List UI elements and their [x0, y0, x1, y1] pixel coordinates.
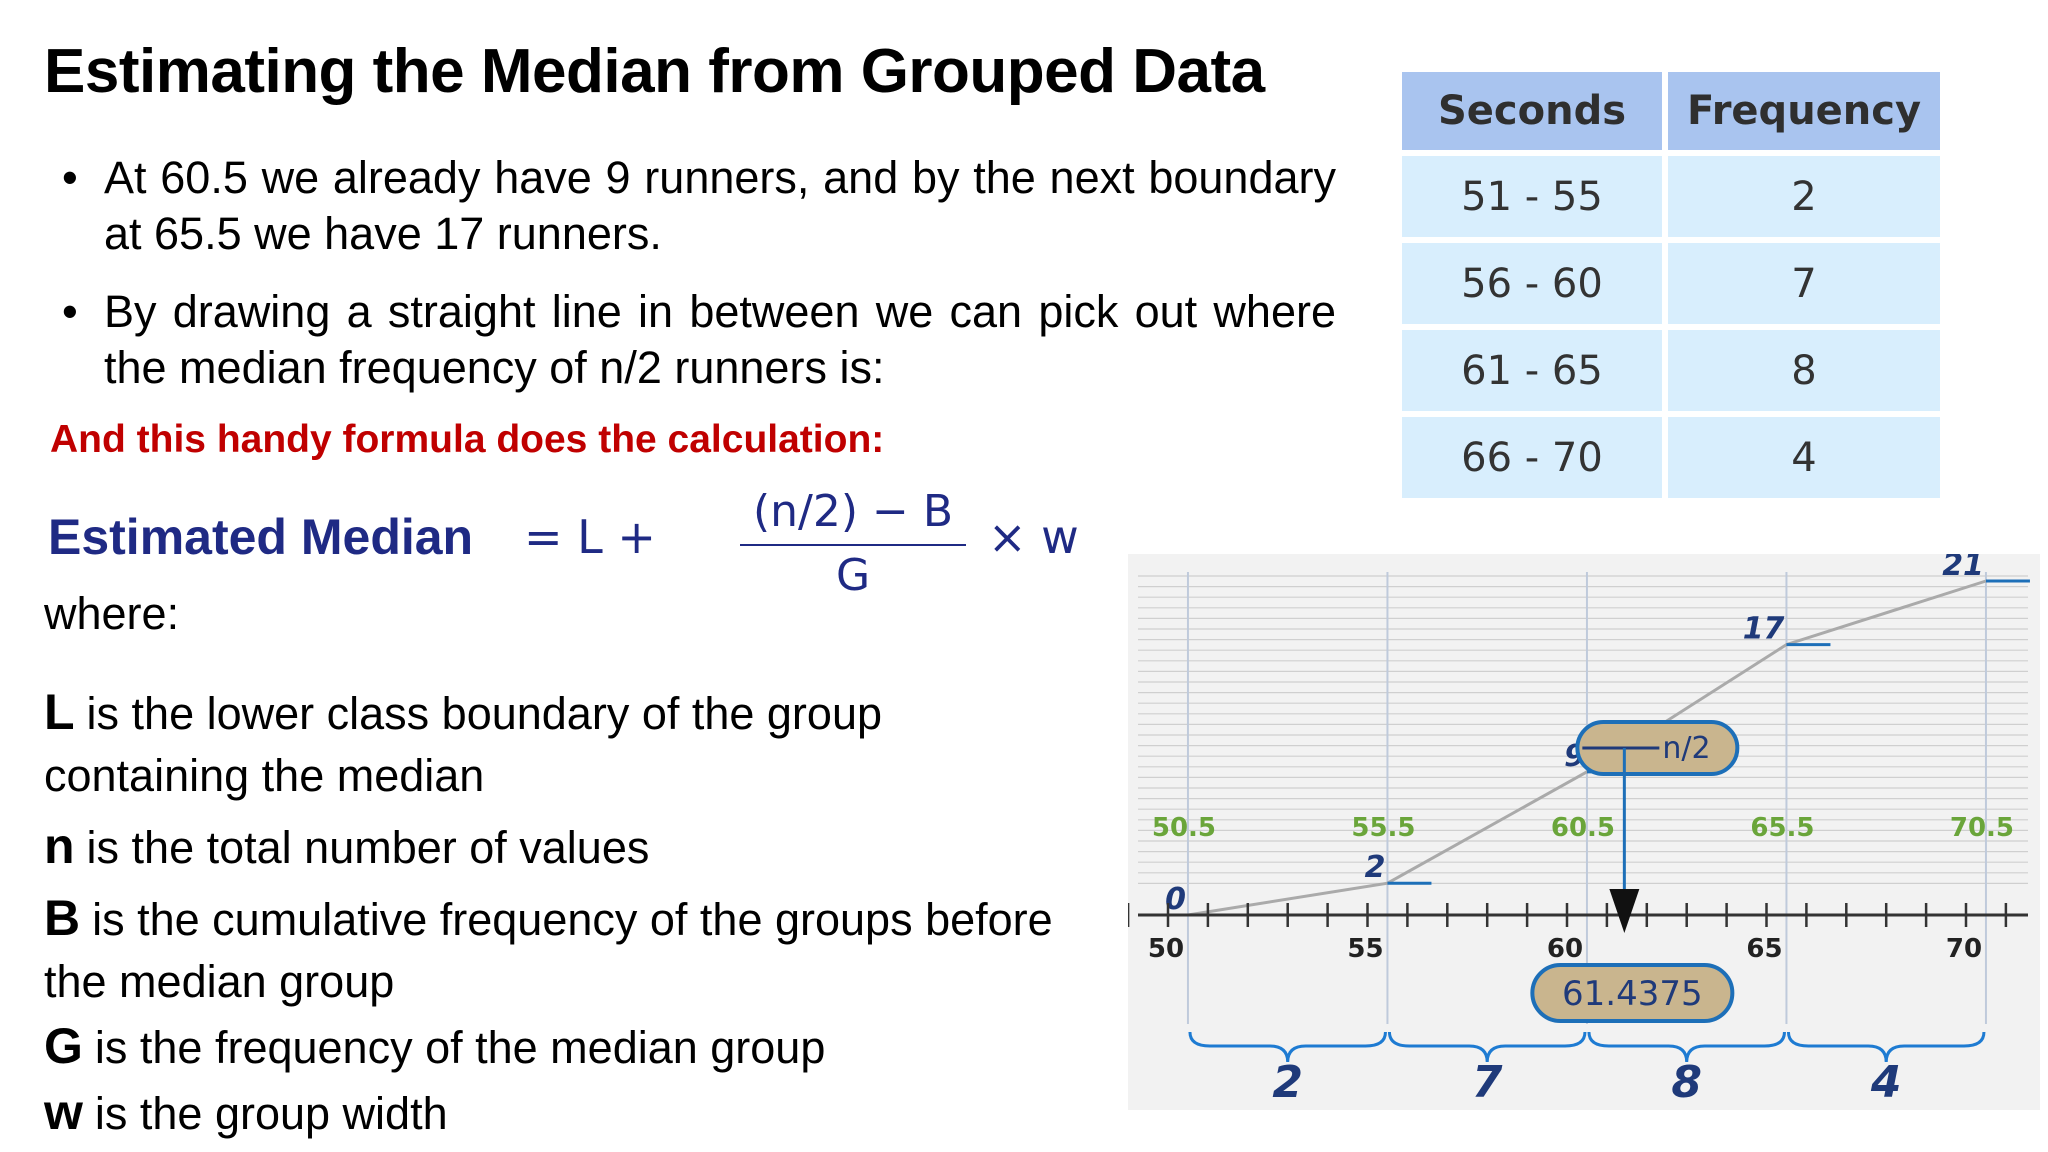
group-count-label: 7: [1472, 1057, 1503, 1108]
median-formula: Estimated Median = L + (n/2) − B G × w: [48, 486, 1079, 608]
formula-numerator: (n/2) − B: [752, 486, 954, 537]
table-cell: 4: [1668, 417, 1940, 498]
formula-label: Estimated Median: [48, 509, 474, 565]
definition-row: w is the group width: [44, 1080, 1124, 1146]
group-brace: [1188, 1031, 1387, 1063]
group-count-label: 8: [1671, 1057, 1702, 1108]
where-label: where:: [44, 588, 180, 639]
formula-denominator: G: [835, 550, 871, 601]
definition-symbol: n: [44, 818, 75, 874]
graph-vertical-lines: [1186, 572, 1987, 1024]
table-header-seconds: Seconds: [1402, 72, 1662, 150]
bullet-item: At 60.5 we already have 9 runners, and b…: [54, 150, 1336, 262]
cumulative-label: 2: [1365, 850, 1386, 885]
table-cell: 7: [1668, 243, 1940, 324]
table-header-frequency: Frequency: [1668, 72, 1940, 150]
table-row: 56 - 60 7: [1402, 243, 1940, 324]
median-label: n/2: [1662, 731, 1710, 766]
table-cell: 66 - 70: [1402, 417, 1662, 498]
cumulative-label: 21: [1942, 554, 1984, 583]
table-row: 66 - 70 4: [1402, 417, 1940, 498]
group-count-label: 2: [1272, 1057, 1303, 1108]
axis-tick-label: 70: [1946, 934, 1982, 964]
definition-continuation: the median group: [44, 956, 395, 1007]
group-brace: [1587, 1031, 1786, 1063]
formula-lhs: = L +: [524, 510, 656, 564]
boundary-label: 65.5: [1750, 813, 1814, 843]
group-count-label: 4: [1870, 1057, 1902, 1108]
table-cell: 2: [1668, 156, 1940, 237]
definition-text: is the total number of values: [86, 822, 650, 873]
median-arrow-head: [1609, 889, 1640, 933]
x-axis: 50 55 60 65 70: [1128, 903, 2028, 964]
table-cell: 56 - 60: [1402, 243, 1662, 324]
definition-text: is the frequency of the median group: [94, 1022, 826, 1073]
group-brace: [1387, 1031, 1587, 1063]
table-cell: 51 - 55: [1402, 156, 1662, 237]
group-braces: 2 7 8 4: [1188, 1031, 1986, 1108]
graph-gridlines: [1138, 575, 2028, 884]
table-row: 51 - 55 2: [1402, 156, 1940, 237]
definition-continuation: containing the median: [44, 750, 485, 801]
definition-text: is the group width: [94, 1088, 448, 1139]
cumulative-label: 17: [1743, 612, 1785, 647]
definition-text: is the lower class boundary of the group: [86, 688, 883, 739]
group-brace: [1786, 1031, 1986, 1063]
axis-tick-label: 60: [1547, 934, 1583, 964]
definition-symbol: w: [44, 1084, 83, 1140]
table-row: 61 - 65 8: [1402, 330, 1940, 411]
definition-symbol: L: [44, 684, 75, 740]
boundary-label: 60.5: [1551, 813, 1615, 843]
formula-suffix: × w: [988, 510, 1079, 564]
definition-text: is the cumulative frequency of the group…: [92, 894, 1053, 945]
fraction-bar: [740, 544, 966, 546]
result-label: 61.4375: [1562, 974, 1703, 1014]
axis-tick-label: 50: [1148, 934, 1184, 964]
definition-symbol: B: [44, 890, 81, 946]
median-marker: n/2 61.4375: [1530, 720, 1740, 1023]
table-cell: 8: [1668, 330, 1940, 411]
boundary-labels: 50.5 55.5 60.5 65.5 70.5: [1152, 813, 2014, 843]
cumulative-line: [1187, 579, 1987, 917]
frequency-table: Seconds Frequency 51 - 55 2 56 - 60 7 61 -…: [1396, 66, 1946, 504]
cumulative-label: 0: [1165, 882, 1186, 917]
definition-symbol: G: [44, 1018, 83, 1074]
page-title: Estimating the Median from Grouped Data: [44, 37, 1265, 106]
boundary-label: 55.5: [1351, 813, 1415, 843]
highlight-text: And this handy formula does the calculat…: [50, 418, 885, 461]
result-pill: [1530, 963, 1735, 1023]
axis-tick-label: 55: [1347, 934, 1383, 964]
boundary-label: 50.5: [1152, 813, 1216, 843]
definition-row: n is the total number of values: [44, 814, 1124, 880]
boundary-label: 70.5: [1950, 813, 2014, 843]
axis-tick-label: 65: [1746, 934, 1782, 964]
bullet-list: At 60.5 we already have 9 runners, and b…: [54, 150, 1336, 418]
bullet-item: By drawing a straight line in between we…: [54, 284, 1336, 396]
table-cell: 61 - 65: [1402, 330, 1662, 411]
